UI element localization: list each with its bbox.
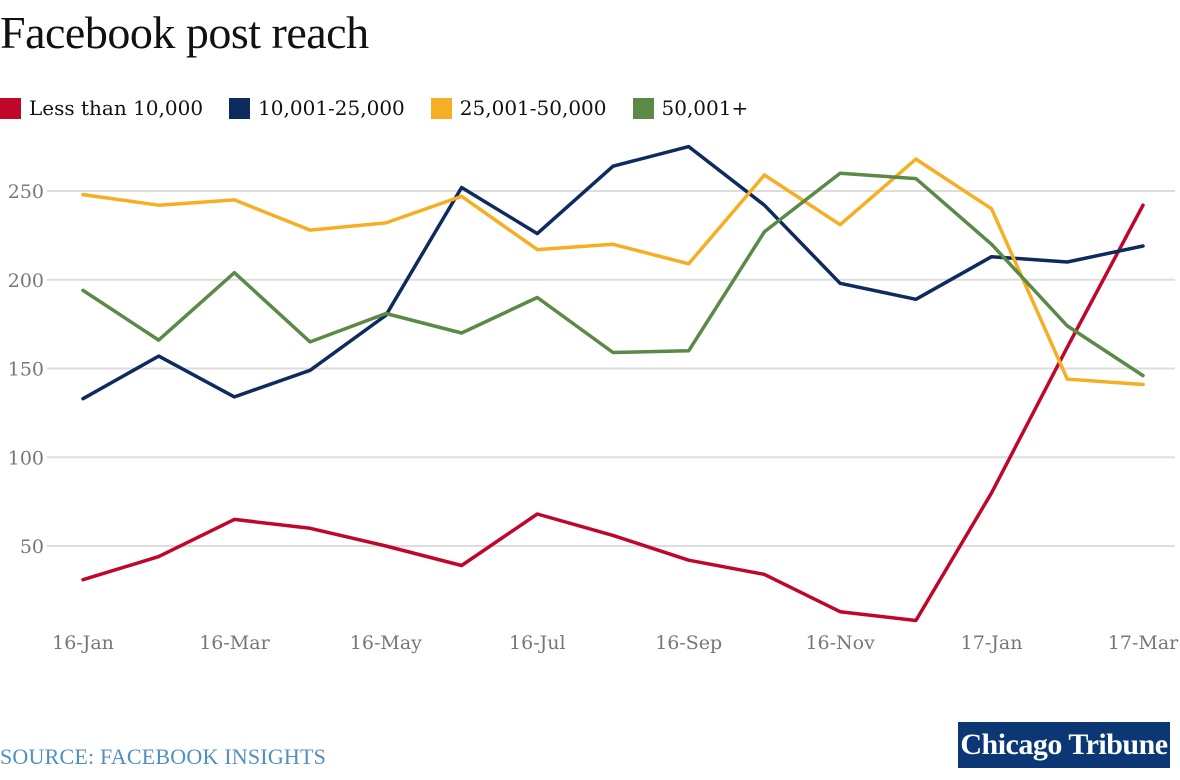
series-lines [81, 144, 1145, 623]
legend-swatch [632, 97, 654, 119]
legend-swatch [229, 97, 251, 119]
x-tick-label: 17-Jan [961, 632, 1023, 654]
y-axis-labels: 50 100 150 200 250 [8, 181, 44, 558]
legend-item-25001-50000: 25,001-50,000 [430, 96, 607, 120]
chart-title: Facebook post reach [0, 7, 369, 58]
legend-label: 10,001-25,000 [258, 96, 405, 120]
x-tick-label: 16-Mar [199, 632, 270, 654]
source-note: SOURCE: FACEBOOK INSIGHTS [0, 744, 327, 769]
x-tick-label: 17-Mar [1108, 632, 1179, 654]
series-line-2 [81, 157, 1145, 387]
x-axis-labels: 16-Jan 16-Mar 16-May 16-Jul 16-Sep 16-Nov 17-J… [52, 632, 1179, 654]
y-tick-label: 50 [20, 536, 44, 558]
chicago-tribune-logo: Chicago Tribune [958, 722, 1170, 768]
x-tick-label: 16-Jul [509, 632, 566, 654]
y-tick-label: 200 [8, 270, 44, 292]
legend-label: 50,001+ [661, 96, 749, 120]
legend-swatch [430, 97, 452, 119]
y-tick-label: 100 [8, 447, 44, 469]
x-tick-label: 16-Sep [655, 632, 722, 654]
series-line-3 [81, 171, 1145, 378]
series-line-0 [81, 203, 1145, 623]
legend-item-less-than-10000: Less than 10,000 [0, 96, 203, 120]
x-tick-label: 16-Jan [52, 632, 114, 654]
gridlines [47, 190, 1175, 547]
y-tick-label: 250 [8, 181, 44, 203]
series-line-1 [81, 144, 1145, 401]
legend-swatch [0, 97, 21, 119]
x-tick-label: 16-Nov [805, 632, 875, 654]
y-tick-label: 150 [8, 359, 44, 381]
legend-item-50001-plus: 50,001+ [632, 96, 749, 120]
legend-item-10001-25000: 10,001-25,000 [229, 96, 405, 120]
logo-text: Chicago Tribune [960, 728, 1168, 761]
legend-label: Less than 10,000 [29, 96, 204, 120]
legend: Less than 10,000 10,001-25,000 25,001-50… [0, 96, 774, 120]
legend-label: 25,001-50,000 [459, 96, 607, 120]
x-tick-label: 16-May [350, 632, 422, 654]
